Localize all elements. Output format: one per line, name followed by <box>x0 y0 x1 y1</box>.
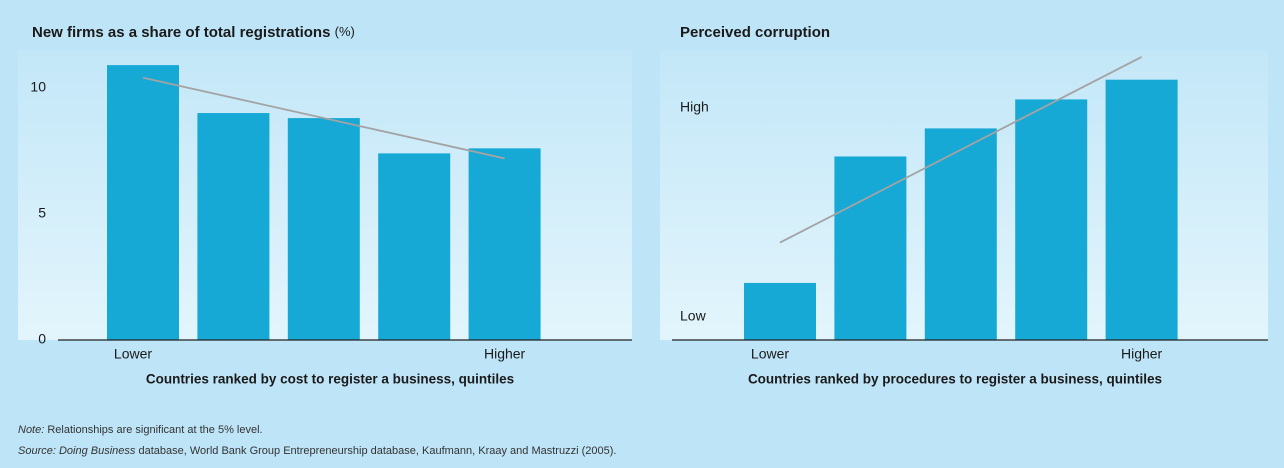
bar <box>1015 99 1088 340</box>
x-tick-label: Lower <box>114 346 152 362</box>
bar <box>1105 79 1178 341</box>
title-text: New firms as a share of total registrati… <box>32 24 330 41</box>
x-tick-label: Lower <box>751 346 789 362</box>
source: Source: Doing Business database, World B… <box>18 445 616 457</box>
y-tick-label: High <box>680 99 709 115</box>
y-tick-label: 0 <box>38 331 46 347</box>
x-tick-label: Higher <box>1121 346 1163 362</box>
y-tick-label: Low <box>680 308 707 324</box>
trend-line <box>779 56 1143 244</box>
bar <box>287 118 360 340</box>
y-tick-label: 5 <box>38 205 46 221</box>
note: Note: Relationships are significant at t… <box>18 424 263 436</box>
bar <box>378 153 451 340</box>
title-unit: (%) <box>335 24 355 39</box>
chart-title: Perceived corruption <box>680 24 830 41</box>
x-axis-label: Countries ranked by procedures to regist… <box>748 372 1162 387</box>
y-tick-label: 10 <box>30 79 46 95</box>
x-tick-label: Higher <box>484 346 526 362</box>
bar <box>834 156 907 340</box>
bar <box>924 128 997 340</box>
bar <box>197 113 270 340</box>
bar <box>744 282 816 340</box>
x-axis-label: Countries ranked by cost to register a b… <box>146 372 514 387</box>
bar <box>107 65 179 340</box>
bar <box>468 148 541 340</box>
chart-title: New firms as a share of total registrati… <box>32 24 355 41</box>
title-text: Perceived corruption <box>680 24 830 41</box>
trend-line <box>142 76 505 160</box>
